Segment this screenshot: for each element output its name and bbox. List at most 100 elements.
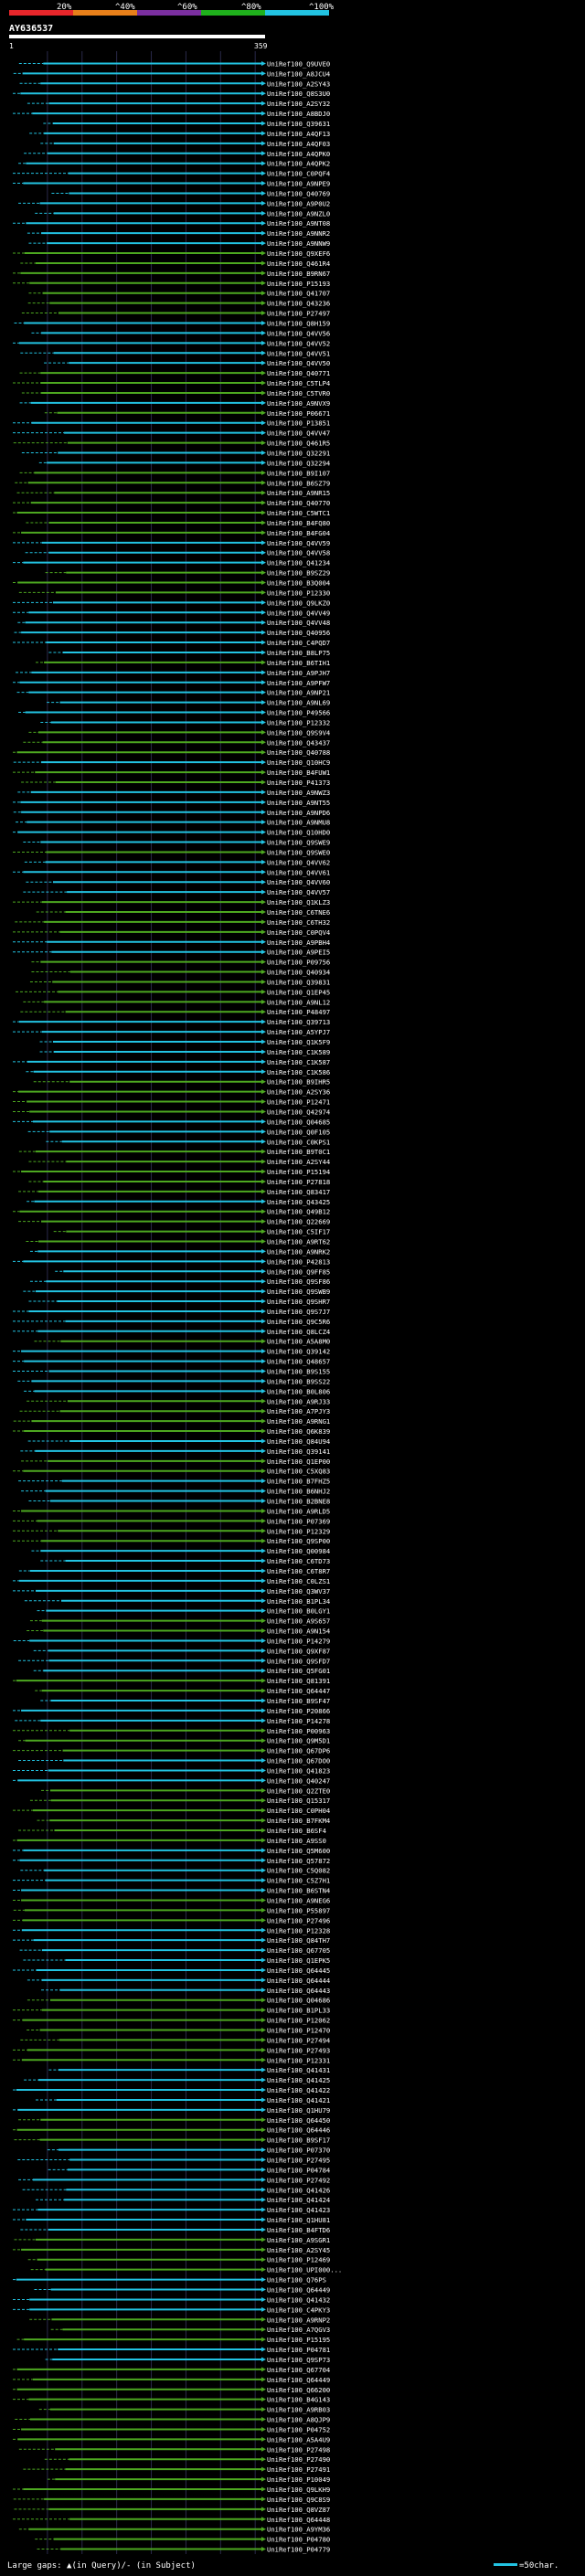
hit-label[interactable]: UniRef100_B6SF4	[267, 1827, 326, 1835]
hit-label[interactable]: UniRef100_C0PQF4	[267, 170, 330, 178]
hit-row[interactable]: UniRef100_Q41432	[13, 2295, 330, 2304]
hit-label[interactable]: UniRef100_B6TIH1	[267, 659, 330, 667]
hit-row[interactable]: UniRef100_A2SY36	[13, 1088, 330, 1097]
hit-label[interactable]: UniRef100_B4G143	[267, 2396, 330, 2404]
hit-label[interactable]: UniRef100_Q39713	[267, 1018, 330, 1026]
hit-row[interactable]: UniRef100_Q1HU79	[13, 2106, 330, 2115]
hit-row[interactable]: UniRef100_Q9S7J7	[13, 1308, 330, 1316]
hit-label[interactable]: UniRef100_Q6K839	[267, 1427, 330, 1436]
hit-label[interactable]: UniRef100_A9P0U2	[267, 199, 330, 207]
hit-label[interactable]: UniRef100_P14279	[267, 1637, 330, 1645]
hit-label[interactable]: UniRef100_Q64448	[267, 2516, 330, 2524]
hit-row[interactable]: UniRef100_P00963	[13, 1727, 330, 1735]
hit-label[interactable]: UniRef100_P13851	[267, 419, 330, 428]
hit-label[interactable]: UniRef100_Q15317	[267, 1797, 330, 1805]
hit-label[interactable]: UniRef100_Q64449	[267, 2286, 330, 2295]
hit-label[interactable]: UniRef100_A9NEG6	[267, 1896, 330, 1904]
hit-row[interactable]: UniRef100_A9RNG1	[13, 1417, 330, 1426]
hit-row[interactable]: UniRef100_B4FUW1	[13, 769, 330, 777]
hit-label[interactable]: UniRef100_P14278	[267, 1717, 330, 1725]
hit-label[interactable]: UniRef100_A4QF13	[267, 130, 330, 138]
hit-row[interactable]: UniRef100_B7FKM4	[37, 1817, 331, 1825]
hit-row[interactable]: UniRef100_A4QF13	[29, 130, 330, 138]
hit-label[interactable]: UniRef100_Q39831	[267, 978, 330, 986]
hit-row[interactable]: UniRef100_A9NT08	[13, 219, 330, 228]
hit-label[interactable]: UniRef100_A9NNR2	[267, 229, 330, 238]
hit-row[interactable]: UniRef100_C5XQ83	[13, 1468, 330, 1476]
hit-label[interactable]: UniRef100_Q4VV56	[267, 329, 330, 337]
hit-row[interactable]: UniRef100_P04781	[13, 2346, 330, 2354]
hit-label[interactable]: UniRef100_Q66200	[267, 2386, 330, 2394]
hit-row[interactable]: UniRef100_Q9SFD7	[18, 1657, 330, 1665]
hit-row[interactable]: UniRef100_A9RLD5	[13, 1507, 330, 1515]
hit-row[interactable]: UniRef100_Q6K839	[13, 1427, 330, 1436]
hit-row[interactable]: UniRef100_B1PL33	[13, 2007, 330, 2015]
hit-row[interactable]: UniRef100_Q461R4	[20, 260, 330, 268]
hit-row[interactable]: UniRef100_B6NHJ2	[21, 1488, 330, 1496]
hit-label[interactable]: UniRef100_C0PH04	[267, 1807, 330, 1815]
hit-label[interactable]: UniRef100_Q64444	[267, 1977, 330, 1985]
hit-row[interactable]: UniRef100_Q76PS	[13, 2276, 326, 2284]
hit-label[interactable]: UniRef100_Q9SFD7	[267, 1657, 330, 1665]
hit-row[interactable]: UniRef100_Q9SWE9	[23, 839, 330, 847]
hit-label[interactable]: UniRef100_C5Q082	[267, 1867, 330, 1875]
hit-row[interactable]: UniRef100_Q40247	[13, 1776, 330, 1785]
hit-label[interactable]: UniRef100_C6T8R7	[267, 1567, 330, 1575]
hit-label[interactable]: UniRef100_B1PL34	[267, 1597, 330, 1606]
hit-label[interactable]: UniRef100_Q41234	[267, 559, 330, 567]
hit-label[interactable]: UniRef100_Q9S7J7	[267, 1308, 330, 1316]
hit-row[interactable]: UniRef100_A9RNP2	[29, 2316, 330, 2324]
hit-label[interactable]: UniRef100_Q10HC9	[267, 758, 330, 767]
hit-row[interactable]: UniRef100_Q8VZ87	[14, 2506, 331, 2514]
hit-label[interactable]: UniRef100_P12329	[267, 1527, 330, 1535]
hit-label[interactable]: UniRef100_A9NNW9	[267, 239, 330, 248]
hit-row[interactable]: UniRef100_A9NRK2	[29, 1247, 330, 1256]
hit-label[interactable]: UniRef100_P09756	[267, 959, 330, 967]
hit-label[interactable]: UniRef100_P12328	[267, 1926, 330, 1935]
hit-label[interactable]: UniRef100_Q1K5F9	[267, 1038, 330, 1046]
hit-label[interactable]: UniRef100_B8LP75	[267, 649, 330, 657]
hit-row[interactable]: UniRef100_Q4VV59	[13, 539, 330, 547]
hit-row[interactable]: UniRef100_Q1HU81	[13, 2216, 330, 2224]
hit-row[interactable]: UniRef100_A2SY45	[13, 2246, 330, 2254]
hit-label[interactable]: UniRef100_Q9C5R6	[267, 1318, 330, 1326]
hit-label[interactable]: UniRef100_A9NP21	[267, 689, 330, 697]
hit-row[interactable]: UniRef100_P41373	[21, 779, 330, 787]
hit-label[interactable]: UniRef100_Q04686	[267, 1997, 330, 2005]
hit-label[interactable]: UniRef100_A9NT55	[267, 799, 330, 807]
hit-row[interactable]: UniRef100_Q67705	[19, 1946, 331, 1955]
hit-row[interactable]: UniRef100_P15194	[13, 1168, 330, 1176]
hit-label[interactable]: UniRef100_C0LZS1	[267, 1577, 330, 1585]
hit-label[interactable]: UniRef100_Q4VV49	[267, 609, 330, 617]
hit-row[interactable]: UniRef100_A7PJY3	[19, 1407, 331, 1415]
hit-label[interactable]: UniRef100_Q4VV57	[267, 888, 330, 896]
hit-row[interactable]: UniRef100_Q64450	[18, 2116, 330, 2125]
hit-row[interactable]: UniRef100_P04780	[35, 2536, 330, 2544]
hit-label[interactable]: UniRef100_A9RNP2	[267, 2316, 330, 2324]
hit-label[interactable]: UniRef100_Q2ZTE0	[267, 1786, 330, 1795]
hit-label[interactable]: UniRef100_A7QGV3	[267, 2326, 330, 2334]
hit-label[interactable]: UniRef100_A5A8M0	[267, 1338, 330, 1346]
hit-label[interactable]: UniRef100_P07369	[267, 1517, 330, 1525]
hit-label[interactable]: UniRef100_Q9SP00	[267, 1537, 330, 1545]
hit-label[interactable]: UniRef100_C5IF17	[267, 1228, 330, 1236]
hit-label[interactable]: UniRef100_B9SS22	[267, 1377, 330, 1385]
hit-label[interactable]: UniRef100_Q4VV59	[267, 539, 330, 547]
hit-row[interactable]: UniRef100_Q64443	[41, 1987, 330, 1995]
hit-row[interactable]: UniRef100_Q4VV62	[24, 858, 330, 866]
hit-row[interactable]: UniRef100_Q41431	[48, 2066, 330, 2074]
hit-row[interactable]: UniRef100_Q9UVE0	[18, 59, 330, 68]
hit-label[interactable]: UniRef100_Q461R5	[267, 440, 330, 448]
hit-label[interactable]: UniRef100_C0PQV4	[267, 928, 330, 937]
hit-row[interactable]: UniRef100_Q41423	[13, 2206, 330, 2214]
hit-row[interactable]: UniRef100_B9SZ29	[45, 569, 331, 578]
hit-row[interactable]: UniRef100_Q9SF86	[29, 1277, 330, 1286]
hit-label[interactable]: UniRef100_Q04685	[267, 1118, 330, 1126]
hit-label[interactable]: UniRef100_Q00984	[267, 1547, 330, 1555]
hit-label[interactable]: UniRef100_A9NVX9	[267, 399, 330, 408]
hit-row[interactable]: UniRef100_A9NPD6	[13, 809, 330, 817]
hit-label[interactable]: UniRef100_Q8LCZ4	[267, 1328, 330, 1336]
hit-label[interactable]: UniRef100_B2BNE8	[267, 1498, 330, 1506]
hit-row[interactable]: UniRef100_Q39141	[20, 1447, 330, 1456]
hit-label[interactable]: UniRef100_P12062	[267, 2017, 330, 2025]
